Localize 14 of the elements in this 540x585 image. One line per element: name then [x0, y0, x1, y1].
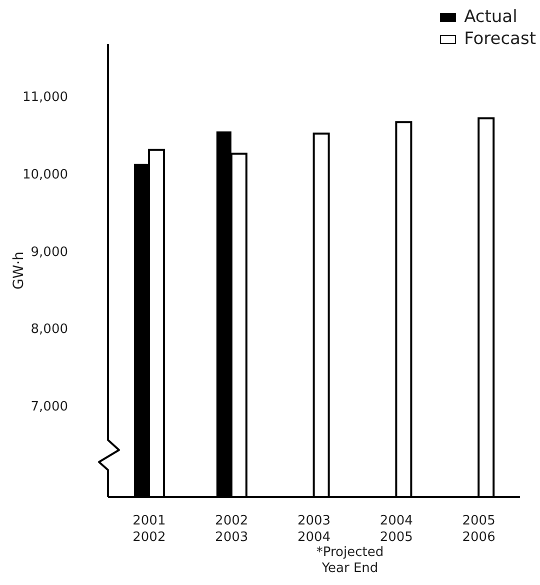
y-axis-title: GW·h	[10, 251, 27, 290]
x-tick-label: 2002 2003	[215, 514, 248, 545]
y-tick-label: 9,000	[30, 244, 68, 260]
x-tick-label: 2004 2005	[380, 514, 413, 545]
y-tick-label: 7,000	[30, 399, 68, 414]
legend-label: Actual	[464, 6, 518, 28]
legend-label: Forecast	[464, 28, 536, 50]
y-tick-label: 11,000	[22, 90, 68, 106]
y-tick-label: 10,000	[22, 167, 68, 182]
y-tick-label: 8,000	[30, 322, 68, 338]
x-tick-label: 2003 2004	[297, 514, 331, 545]
text: *Projected Year End	[315, 545, 385, 577]
x-tick-label: 2005 2006	[462, 514, 496, 545]
x-tick-label: 2001 2002	[132, 514, 166, 545]
